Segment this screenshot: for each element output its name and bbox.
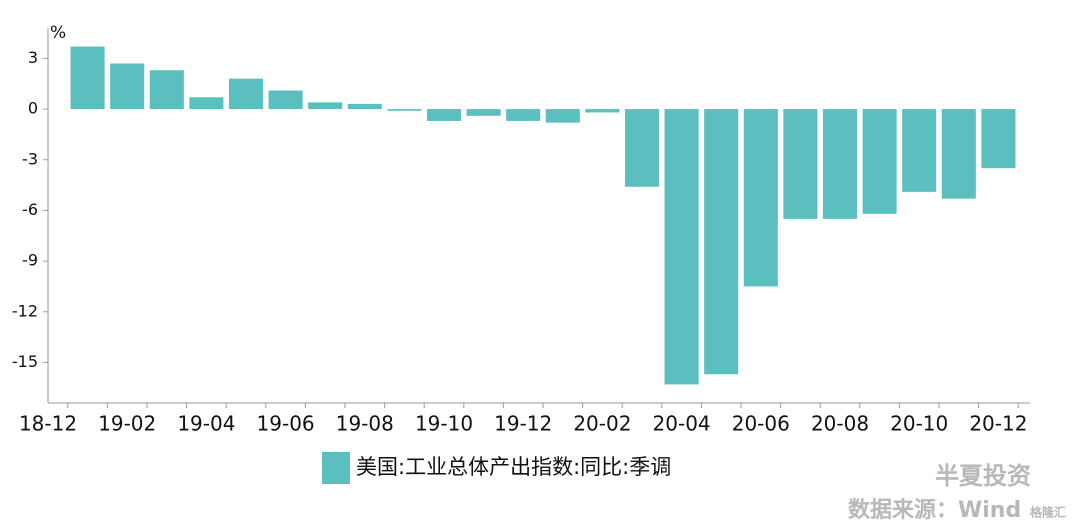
bar — [902, 109, 937, 192]
bar — [308, 102, 343, 110]
bar — [149, 70, 184, 110]
legend-label: 美国:工业总体产出指数:同比:季调 — [356, 455, 671, 479]
bar — [466, 109, 501, 116]
x-tick-label: 19-08 — [336, 412, 394, 436]
y-tick-label: -6 — [22, 200, 38, 219]
bar — [347, 104, 382, 110]
y-tick-label: -9 — [22, 251, 38, 270]
bar — [387, 109, 422, 111]
bar — [189, 97, 224, 110]
x-tick-label: 20-06 — [732, 412, 790, 436]
bar — [426, 109, 462, 121]
x-tick-label: 19-06 — [257, 412, 315, 436]
bar — [862, 109, 897, 214]
x-tick-label: 19-10 — [415, 412, 473, 436]
watermark: 格隆汇 — [1030, 505, 1066, 520]
watermark: 半夏投资 — [935, 462, 1031, 490]
bar — [268, 90, 303, 110]
y-tick-label: -3 — [22, 149, 38, 168]
y-tick-label: 3 — [28, 48, 38, 67]
bar — [585, 109, 620, 113]
x-tick-label: 20-04 — [653, 412, 711, 436]
x-tick-label: 20-08 — [811, 412, 869, 436]
bar — [981, 109, 1016, 169]
bar — [110, 63, 145, 110]
x-tick-label: 20-10 — [890, 412, 948, 436]
unit-label: % — [50, 23, 66, 43]
bar — [664, 109, 699, 385]
bar — [624, 109, 660, 187]
bar — [506, 109, 541, 121]
x-tick-label: 20-02 — [573, 412, 631, 436]
y-tick-label: 0 — [28, 99, 38, 118]
legend-swatch — [322, 452, 350, 484]
watermark: 数据来源：Wind — [848, 497, 1021, 523]
bar — [70, 46, 105, 110]
x-tick-label: 19-02 — [98, 412, 156, 436]
bar — [545, 109, 580, 123]
x-tick-label: 19-12 — [494, 412, 552, 436]
bar — [941, 109, 976, 199]
x-tick-label: 20-12 — [969, 412, 1027, 436]
y-tick-label: -15 — [12, 352, 38, 371]
x-tick-label: 19-04 — [177, 412, 235, 436]
bar — [704, 109, 739, 375]
bar — [783, 109, 818, 219]
bar — [822, 109, 858, 219]
bar — [228, 78, 264, 110]
x-tick-label: 18-12 — [19, 412, 77, 436]
bar — [743, 109, 778, 287]
y-tick-label: -12 — [12, 301, 38, 320]
